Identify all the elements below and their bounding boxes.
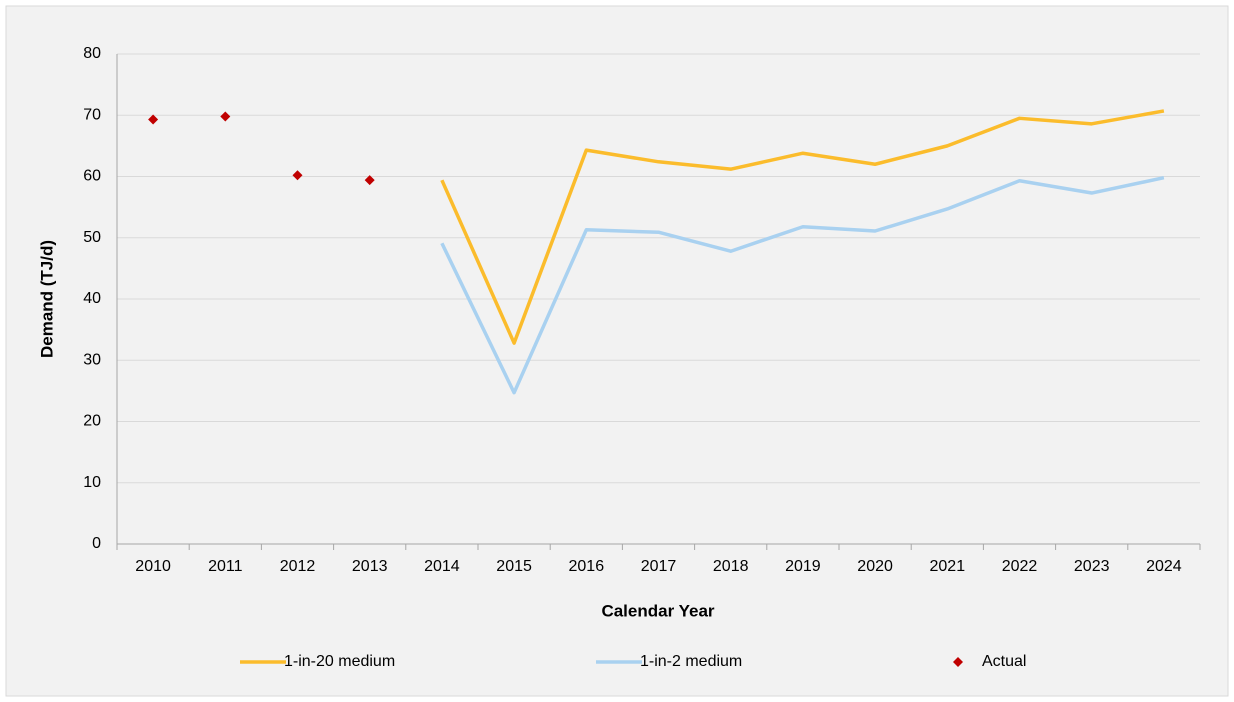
data-point [148,114,159,125]
x-tick-label: 2015 [496,558,532,575]
y-tick-label: 80 [83,45,101,62]
y-axis-title: Demand (TJ/d) [37,240,56,358]
y-tick-label: 30 [83,351,101,368]
y-tick-label: 60 [83,168,101,185]
legend-swatch [953,657,963,667]
y-tick-label: 20 [83,413,101,430]
x-tick-label: 2012 [280,558,316,575]
series-line [440,109,1165,345]
x-tick-label: 2016 [569,558,605,575]
y-tick-label: 70 [83,106,101,123]
x-tick-label: 2017 [641,558,677,575]
x-tick-label: 2020 [857,558,893,575]
x-tick-label: 2013 [352,558,388,575]
x-tick-label: 2014 [424,558,460,575]
x-tick-label: 2021 [930,558,966,575]
data-point [292,170,303,181]
chart-background [5,5,1229,697]
x-axis-title: Calendar Year [601,601,714,620]
data-point [220,111,231,122]
x-tick-label: 2022 [1002,558,1038,575]
x-tick-label: 2023 [1074,558,1110,575]
data-point [364,175,375,186]
y-tick-label: 10 [83,474,101,491]
y-tick-label: 50 [83,229,101,246]
y-tick-label: 40 [83,290,101,307]
legend-label: Actual [982,653,1026,670]
x-tick-label: 2018 [713,558,749,575]
y-tick-label: 0 [92,535,101,552]
series-line [440,176,1165,395]
x-tick-label: 2019 [785,558,821,575]
legend-label: 1-in-2 medium [640,653,742,670]
x-tick-label: 2010 [135,558,171,575]
x-tick-label: 2024 [1146,558,1182,575]
x-tick-label: 2011 [208,558,243,575]
legend-label: 1-in-20 medium [284,653,395,670]
